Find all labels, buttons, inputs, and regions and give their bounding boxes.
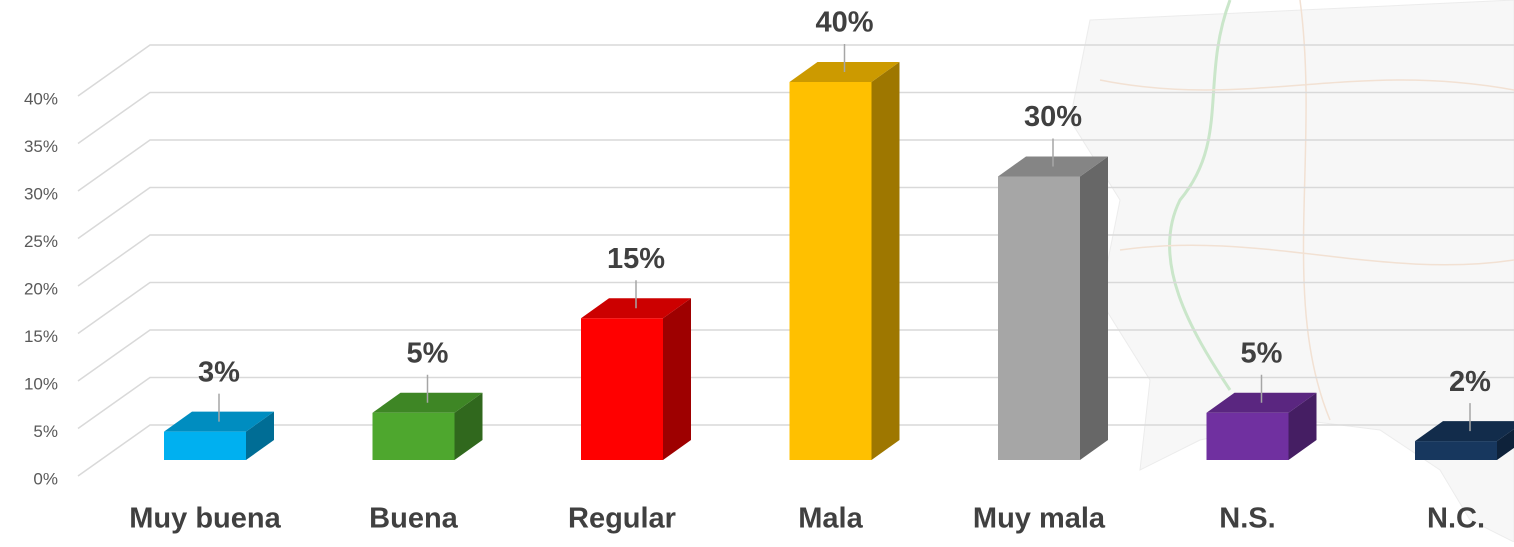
value-label: 30% [1024,101,1082,133]
bar [372,412,455,460]
x-tick-label: Muy buena [129,503,281,535]
value-label: 40% [815,7,873,39]
x-tick-label: Buena [369,503,459,535]
y-tick-label: 30% [24,184,58,203]
x-tick-label: Mala [798,503,863,535]
y-tick-label: 0% [33,469,58,488]
x-tick-label: N.S. [1219,503,1275,535]
bar [1415,441,1497,460]
y-tick-label: 5% [33,422,58,441]
bar-top [1415,421,1514,442]
bar-side [871,62,900,460]
x-tick-label: N.C. [1427,503,1485,535]
y-tick-label: 15% [24,327,58,346]
value-label: 3% [198,356,240,388]
bar [581,318,663,460]
bar [789,82,872,460]
bar-side [454,392,483,460]
bar-side [246,411,274,460]
bar-side [1080,156,1108,460]
bar [1206,412,1289,460]
bar-side [1288,392,1317,460]
grid-line [77,139,1514,192]
y-tick-label: 25% [24,232,58,251]
bar-side [1497,428,1514,460]
x-tick-label: Regular [568,503,676,535]
bar [164,431,246,460]
bar-side [663,298,691,460]
bar [998,176,1080,460]
grid-line [77,44,1514,97]
y-tick-label: 10% [24,374,58,393]
y-tick-label: 20% [24,279,58,298]
x-tick-label: Muy mala [973,503,1106,535]
y-tick-label: 35% [24,137,58,156]
y-tick-label: 40% [24,89,58,108]
map-background [1069,0,1514,543]
value-label: 5% [1241,337,1283,369]
value-label: 15% [607,243,665,275]
value-label: 5% [407,337,449,369]
grid-line [77,91,1514,145]
value-label: 2% [1449,366,1491,398]
